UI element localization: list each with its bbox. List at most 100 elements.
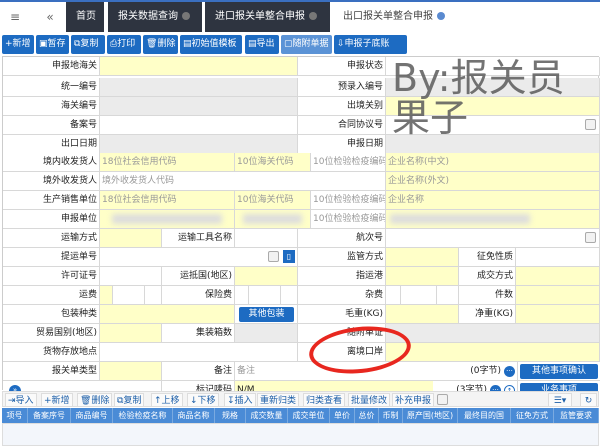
producer-ciq-code-input[interactable]: 10位检验检疫编码 — [311, 191, 386, 209]
other-items-confirm-button[interactable]: 其他事项确认 — [520, 364, 598, 379]
supervision-mode-input[interactable] — [386, 248, 459, 266]
column-header[interactable]: 商品名称 — [173, 408, 215, 423]
column-header[interactable]: 征免方式 — [511, 408, 554, 423]
move-up-button[interactable]: ↑上移 — [151, 393, 183, 407]
tab-export-declaration[interactable]: 出口报关单整合申报 — [333, 2, 458, 32]
trade-country-input[interactable] — [100, 324, 162, 342]
template-button[interactable]: ▤初始值模板 — [180, 35, 242, 54]
consignor-customs-code-input[interactable]: 10位海关代码 — [235, 153, 311, 171]
declare-customs-input[interactable] — [100, 57, 298, 75]
supplement-declare-button[interactable]: 补充申报 — [392, 393, 435, 407]
remarks-input[interactable]: 备注 (0字节) ··· — [235, 362, 518, 380]
column-menu-icon[interactable]: ☰▾ — [548, 393, 572, 407]
goods-location-input[interactable] — [100, 343, 298, 361]
refresh-icon[interactable]: ↻ — [580, 393, 597, 407]
checkbox[interactable] — [585, 119, 596, 130]
declarant-name-input[interactable] — [386, 210, 600, 228]
consignor-ciq-code-input[interactable]: 10位检验检疫编码 — [311, 153, 386, 171]
declare-button[interactable]: ⇩申报子底账 — [334, 35, 407, 54]
freight-type-input[interactable] — [100, 286, 113, 304]
bill-of-lading-input[interactable]: ▯ — [100, 248, 298, 266]
declarant-ciq-code-input[interactable]: 10位检验检疫编码 — [311, 210, 386, 228]
package-type-input[interactable] — [100, 305, 235, 323]
vehicle-name-input[interactable] — [235, 229, 298, 247]
print-button[interactable]: ⎙打印 — [107, 35, 141, 54]
insurance-type-input[interactable] — [235, 286, 249, 304]
declarant-customs-code-input[interactable] — [235, 210, 311, 228]
column-header[interactable]: 监管要求 — [554, 408, 599, 423]
column-header[interactable]: 商品编号 — [71, 408, 113, 423]
new-button[interactable]: +新增 — [2, 35, 34, 54]
voyage-number-input[interactable] — [386, 229, 600, 247]
column-header[interactable]: 总价 — [355, 408, 379, 423]
destination-port-input[interactable] — [386, 267, 459, 285]
copy-item-button[interactable]: ⧉复制 — [114, 393, 145, 407]
declarant-credit-code-input[interactable] — [100, 210, 235, 228]
consignor-credit-code-input[interactable]: 18位社会信用代码 — [100, 153, 235, 171]
exemption-nature-input[interactable] — [516, 248, 600, 266]
transaction-mode-input[interactable] — [516, 267, 600, 285]
close-icon[interactable] — [437, 12, 445, 20]
column-header[interactable]: 币制 — [379, 408, 403, 423]
insurance-currency-input[interactable] — [281, 286, 298, 304]
column-header[interactable]: 规格 — [215, 408, 246, 423]
producer-customs-code-input[interactable]: 10位海关代码 — [235, 191, 311, 209]
net-weight-input[interactable] — [516, 305, 600, 323]
column-header[interactable]: 成交数量 — [246, 408, 288, 423]
freight-amount-input[interactable] — [113, 286, 145, 304]
import-button[interactable]: ⇥导入 — [5, 393, 37, 407]
column-header[interactable]: 最终目的国 — [458, 408, 511, 423]
more-icon[interactable]: ··· — [504, 366, 515, 377]
attachments-button[interactable]: ▢随附单据 — [281, 35, 332, 54]
consignor-name-input[interactable]: 企业名称(中文) — [386, 153, 600, 171]
delete-item-button[interactable]: 🗑删除 — [77, 393, 113, 407]
contract-number-input[interactable] — [386, 116, 600, 134]
misc-currency-input[interactable] — [437, 286, 459, 304]
document-icon[interactable]: ▯ — [283, 250, 295, 263]
exit-customs-input[interactable] — [386, 97, 600, 115]
export-button[interactable]: ▤导出 — [245, 35, 279, 54]
column-header[interactable]: 项号 — [2, 408, 28, 423]
producer-credit-code-input[interactable]: 18位社会信用代码 — [100, 191, 235, 209]
delete-button[interactable]: 🗑删除 — [143, 35, 178, 54]
insert-button[interactable]: ↧插入 — [224, 393, 256, 407]
tab-home[interactable]: 首页 — [66, 2, 104, 32]
move-down-button[interactable]: ↓下移 — [187, 393, 219, 407]
departure-port-input[interactable] — [386, 343, 600, 361]
record-number-input[interactable] — [100, 116, 298, 134]
insurance-amount-input[interactable] — [249, 286, 281, 304]
more-icon[interactable]: ··· — [490, 385, 501, 396]
close-icon[interactable] — [182, 12, 190, 20]
column-header[interactable]: 备案序号 — [28, 408, 71, 423]
tab-customs-query[interactable]: 报关数据查询 — [108, 2, 202, 32]
column-header[interactable]: 检验检疫名称 — [113, 408, 173, 423]
add-item-button[interactable]: +新增 — [41, 393, 73, 407]
misc-type-input[interactable] — [386, 286, 401, 304]
declaration-type-input[interactable] — [100, 362, 162, 380]
other-package-button[interactable]: 其他包装 — [239, 307, 294, 322]
column-header[interactable]: 单价 — [330, 408, 355, 423]
column-header[interactable]: 成交单位 — [288, 408, 330, 423]
collapse-left-icon[interactable]: « — [46, 10, 54, 24]
checkbox[interactable] — [268, 251, 279, 262]
license-number-input[interactable] — [100, 267, 162, 285]
column-header[interactable]: 原产国(地区) — [403, 408, 458, 423]
checkbox[interactable] — [585, 232, 596, 243]
package-count-input[interactable] — [516, 286, 600, 304]
classification-view-button[interactable]: 归类查看 — [303, 393, 346, 407]
reclassify-button[interactable]: 重新归类 — [257, 393, 300, 407]
freight-currency-input[interactable] — [145, 286, 162, 304]
destination-country-input[interactable] — [235, 267, 298, 285]
checkbox[interactable] — [437, 394, 448, 405]
overseas-consignee-code-input[interactable]: 境外收发货人代码 — [100, 172, 386, 190]
batch-edit-button[interactable]: 批量修改 — [348, 393, 391, 407]
menu-icon[interactable]: ≡ — [9, 10, 21, 24]
misc-amount-input[interactable] — [401, 286, 437, 304]
transport-mode-input[interactable] — [100, 229, 162, 247]
overseas-consignee-name-input[interactable]: 企业名称(外文) — [386, 172, 600, 190]
tab-import-declaration[interactable]: 进口报关单整合申报 — [205, 2, 330, 32]
copy-button[interactable]: ⧉复制 — [71, 35, 105, 54]
save-draft-button[interactable]: ▣暂存 — [36, 35, 69, 54]
gross-weight-input[interactable] — [386, 305, 459, 323]
producer-name-input[interactable]: 企业名称 — [386, 191, 600, 209]
